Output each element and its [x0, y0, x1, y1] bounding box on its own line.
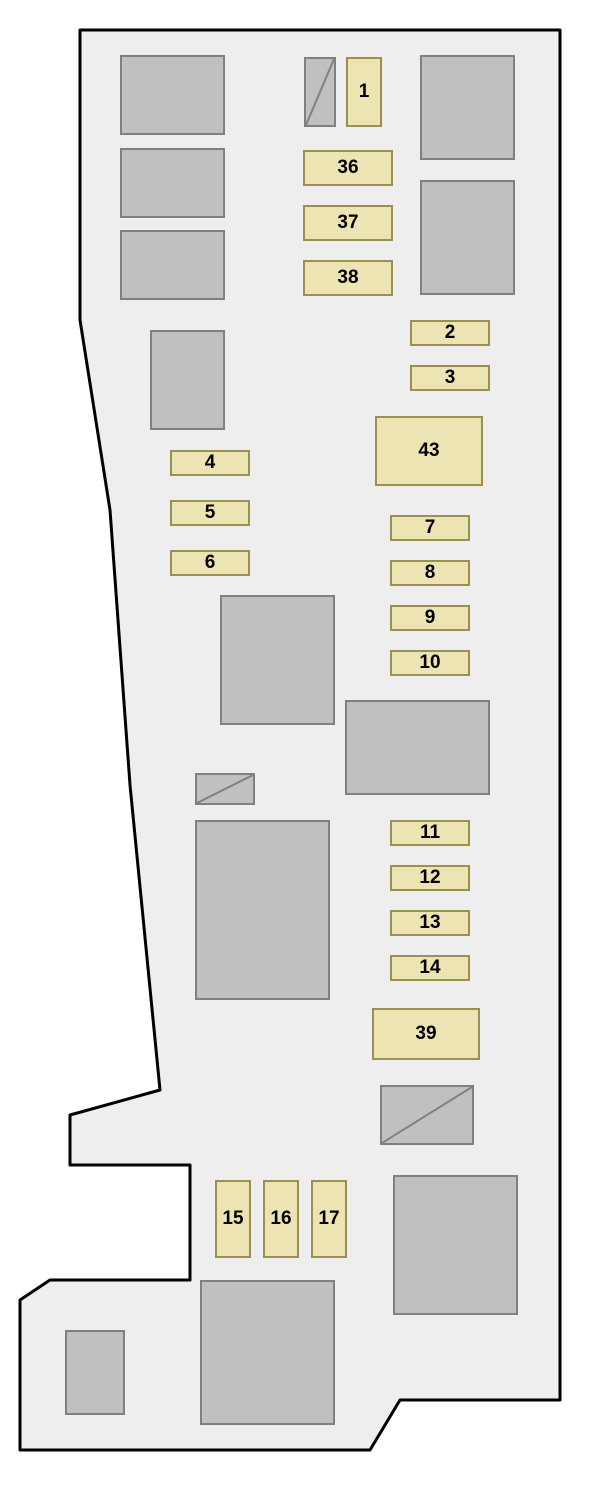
fuse-5: 5: [170, 500, 250, 526]
relay-slot: [200, 1280, 335, 1425]
fuse-label: 43: [377, 418, 481, 484]
fuse-label: 1: [348, 59, 380, 125]
fuse-14: 14: [390, 955, 470, 981]
fuse-36: 36: [303, 150, 393, 186]
relay-slot: [420, 180, 515, 295]
fuse-10: 10: [390, 650, 470, 676]
relay-slot: [120, 230, 225, 300]
fuse-label: 12: [392, 867, 468, 889]
relay-slot: [65, 1330, 125, 1415]
fuse-label: 11: [392, 822, 468, 844]
fuse-label: 4: [172, 452, 248, 474]
relay-slot: [345, 700, 490, 795]
fuse-43: 43: [375, 416, 483, 486]
fuse-37: 37: [303, 205, 393, 241]
spare-slot: [304, 57, 336, 127]
fuse-label: 3: [412, 367, 488, 389]
fuse-2: 2: [410, 320, 490, 346]
fuse-box-diagram: 1 36 37 38 2 3 4 5 6 43 7 8 9 10 11 12 13 14 39 151617: [0, 0, 593, 1501]
fuse-11: 11: [390, 820, 470, 846]
relay-slot: [195, 820, 330, 1000]
fuse-label: 14: [392, 957, 468, 979]
fuse-label: 7: [392, 517, 468, 539]
relay-slot: [220, 595, 335, 725]
fuse-15: 15: [215, 1180, 251, 1258]
fuse-8: 8: [390, 560, 470, 586]
fuse-label: 36: [305, 152, 391, 184]
fuse-label: 15: [217, 1182, 249, 1256]
relay-slot: [120, 55, 225, 135]
fuse-3: 3: [410, 365, 490, 391]
fuse-9: 9: [390, 605, 470, 631]
fuse-label: 13: [392, 912, 468, 934]
fuse-label: 16: [265, 1182, 297, 1256]
fuse-label: 2: [412, 322, 488, 344]
fuse-label: 37: [305, 207, 391, 239]
relay-slot: [150, 330, 225, 430]
fuse-4: 4: [170, 450, 250, 476]
fuse-label: 39: [374, 1010, 478, 1058]
fuse-16: 16: [263, 1180, 299, 1258]
fuse-12: 12: [390, 865, 470, 891]
relay-slot: [393, 1175, 518, 1315]
relay-slot: [420, 55, 515, 160]
fuse-6: 6: [170, 550, 250, 576]
fuse-1: 1: [346, 57, 382, 127]
fuse-label: 17: [313, 1182, 345, 1256]
fuse-38: 38: [303, 260, 393, 296]
relay-slot: [120, 148, 225, 218]
fuse-label: 38: [305, 262, 391, 294]
fuse-label: 5: [172, 502, 248, 524]
fuse-label: 6: [172, 552, 248, 574]
fuse-17: 17: [311, 1180, 347, 1258]
spare-slot: [380, 1085, 474, 1145]
spare-slot: [195, 773, 255, 805]
fuse-label: 9: [392, 607, 468, 629]
fuse-7: 7: [390, 515, 470, 541]
fuse-label: 10: [392, 652, 468, 674]
fuse-13: 13: [390, 910, 470, 936]
fuse-label: 8: [392, 562, 468, 584]
fuse-39: 39: [372, 1008, 480, 1060]
